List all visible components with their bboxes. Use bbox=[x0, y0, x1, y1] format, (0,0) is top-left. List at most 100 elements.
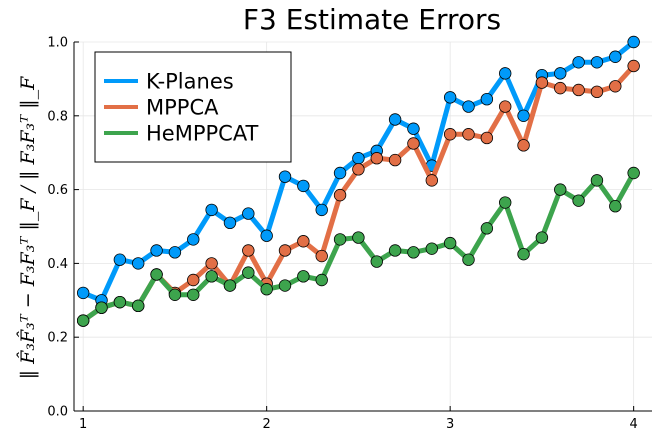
data-point bbox=[609, 50, 622, 63]
data-point bbox=[462, 128, 475, 141]
data-point bbox=[480, 222, 494, 235]
data-point bbox=[187, 233, 200, 246]
data-point bbox=[535, 76, 549, 89]
data-point bbox=[205, 270, 218, 283]
data-point bbox=[242, 266, 255, 279]
data-point bbox=[572, 194, 585, 207]
data-point bbox=[535, 231, 549, 244]
data-point bbox=[187, 273, 200, 287]
data-point bbox=[517, 247, 530, 261]
data-point bbox=[499, 196, 512, 209]
y-tick-label-3: 0.6 bbox=[47, 183, 68, 198]
data-point bbox=[627, 35, 640, 49]
data-point bbox=[297, 179, 310, 193]
x-tick-label-2: 3 bbox=[446, 417, 454, 432]
y-tick-label-0: 0.0 bbox=[47, 405, 68, 420]
data-point bbox=[443, 236, 457, 250]
data-point bbox=[242, 244, 255, 257]
data-point bbox=[554, 81, 567, 95]
series-group bbox=[76, 35, 640, 327]
data-point bbox=[76, 286, 90, 300]
data-point bbox=[352, 163, 365, 176]
data-point bbox=[388, 113, 402, 126]
data-point bbox=[333, 233, 347, 246]
data-point bbox=[627, 59, 640, 73]
data-point bbox=[425, 174, 439, 187]
data-point bbox=[278, 244, 292, 257]
data-point bbox=[260, 283, 273, 296]
data-point bbox=[443, 128, 457, 141]
data-point bbox=[407, 246, 420, 259]
data-point bbox=[132, 257, 145, 270]
data-point bbox=[480, 131, 494, 145]
data-point bbox=[499, 100, 512, 113]
data-point bbox=[150, 268, 163, 281]
legend-label-0: K-Planes bbox=[146, 70, 234, 94]
data-point bbox=[370, 152, 383, 165]
data-point bbox=[260, 229, 273, 242]
data-point bbox=[297, 270, 310, 283]
y-tick-label-5: 1.0 bbox=[47, 36, 68, 51]
data-point bbox=[113, 295, 127, 309]
data-point bbox=[278, 279, 292, 292]
data-point bbox=[150, 244, 163, 257]
data-point bbox=[554, 183, 567, 196]
data-point bbox=[113, 253, 127, 266]
data-point bbox=[554, 67, 567, 80]
data-point bbox=[462, 100, 475, 113]
series-k-planes bbox=[76, 35, 640, 307]
data-point bbox=[517, 109, 530, 123]
data-point bbox=[352, 152, 365, 165]
data-point bbox=[168, 288, 182, 301]
data-point bbox=[627, 166, 640, 180]
data-point bbox=[425, 242, 439, 255]
data-point bbox=[223, 216, 237, 230]
data-point bbox=[315, 273, 328, 287]
data-point bbox=[590, 85, 604, 99]
legend-label-2: HeMPPCAT bbox=[146, 122, 259, 146]
x-tick-label-0: 1 bbox=[79, 417, 87, 432]
data-point bbox=[223, 279, 237, 292]
data-point bbox=[352, 231, 365, 244]
data-point bbox=[370, 255, 383, 268]
data-point bbox=[590, 56, 604, 69]
tick-labels: 1 2 3 4 0.0 0.2 0.4 0.6 0.8 1.0 bbox=[47, 36, 637, 433]
y-tick-label-4: 0.8 bbox=[47, 109, 68, 124]
data-point bbox=[242, 207, 255, 220]
data-point bbox=[333, 188, 347, 202]
data-point bbox=[388, 244, 402, 257]
chart-title: F3 Estimate Errors bbox=[243, 3, 501, 36]
data-point bbox=[76, 314, 90, 327]
x-tick-label-1: 2 bbox=[263, 417, 271, 432]
series-hemppcat bbox=[76, 166, 640, 327]
data-point bbox=[297, 235, 310, 248]
data-point bbox=[572, 83, 585, 97]
axes bbox=[73, 41, 652, 412]
data-point bbox=[609, 80, 622, 93]
data-point bbox=[315, 203, 328, 217]
data-point bbox=[132, 299, 145, 313]
y-tick-label-2: 0.4 bbox=[47, 257, 68, 272]
data-point bbox=[168, 246, 182, 259]
data-point bbox=[278, 170, 292, 183]
y-tick-label-1: 0.2 bbox=[47, 331, 68, 346]
data-point bbox=[407, 122, 420, 135]
data-point bbox=[517, 139, 530, 152]
legend-label-1: MPPCA bbox=[146, 96, 219, 120]
data-point bbox=[407, 137, 420, 150]
data-point bbox=[205, 203, 218, 217]
data-point bbox=[499, 67, 512, 80]
data-point bbox=[95, 301, 108, 314]
data-point bbox=[333, 166, 347, 180]
data-point bbox=[315, 249, 328, 263]
data-point bbox=[609, 200, 622, 213]
data-point bbox=[205, 257, 218, 270]
data-point bbox=[480, 92, 494, 106]
data-point bbox=[462, 253, 475, 266]
data-point bbox=[590, 174, 604, 187]
data-point bbox=[187, 288, 200, 301]
data-point bbox=[443, 91, 457, 104]
x-tick-label-3: 4 bbox=[630, 417, 638, 432]
